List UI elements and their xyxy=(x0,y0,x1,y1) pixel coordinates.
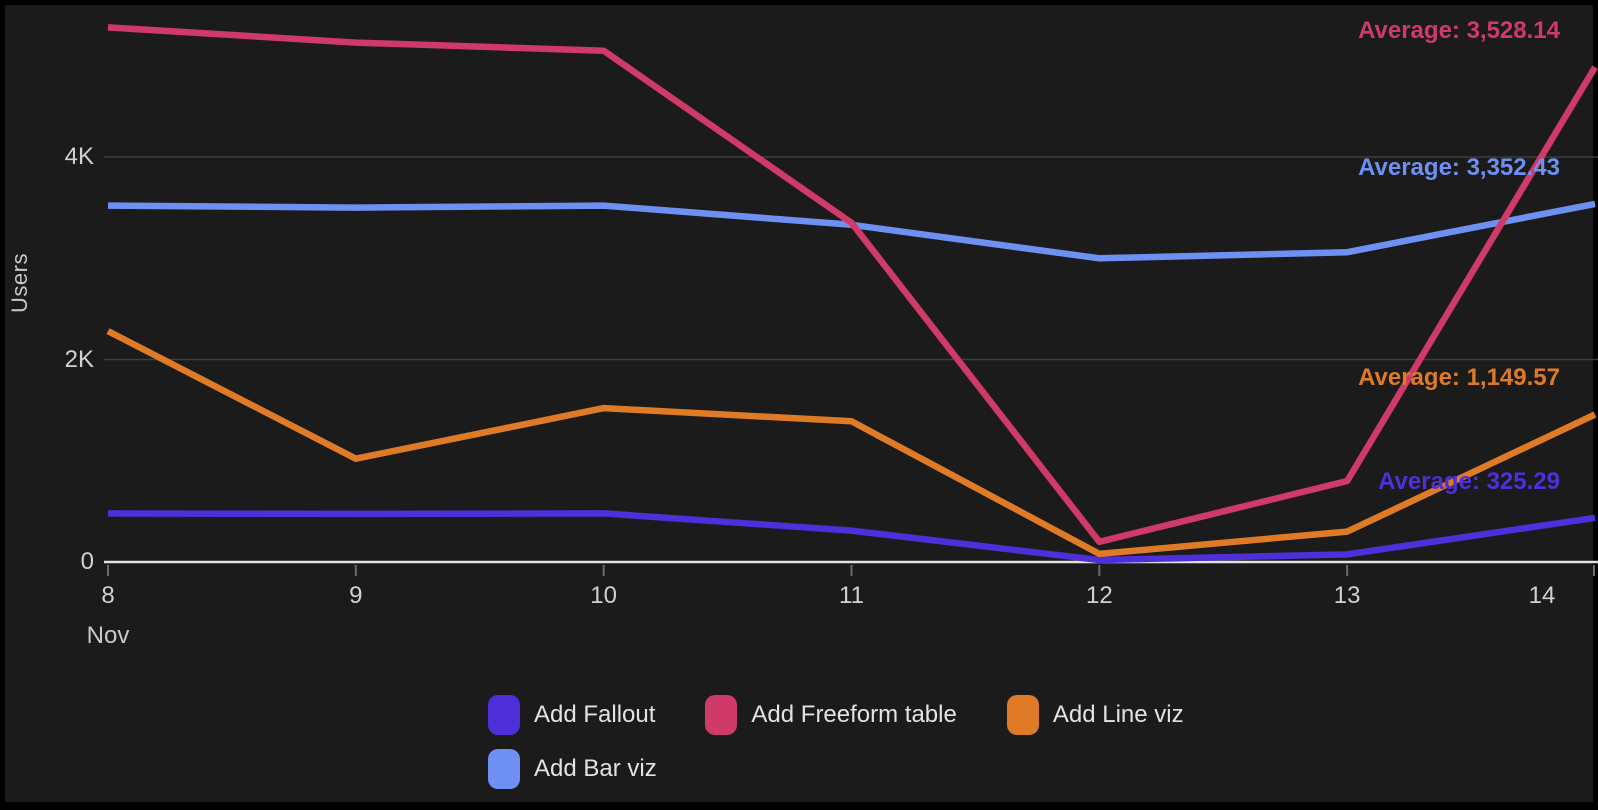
legend-item-add-fallout[interactable]: Add Fallout xyxy=(488,694,655,736)
legend-swatch-icon xyxy=(1006,695,1039,735)
series-line-add-line-viz[interactable] xyxy=(106,328,1597,558)
legend-swatch-icon xyxy=(705,695,738,735)
average-label-add-line-viz: Average: 1,149.57 xyxy=(1358,364,1560,392)
x-tick-label-13: 13 xyxy=(1333,582,1361,609)
legend-item-add-freeform-table[interactable]: Add Freeform table xyxy=(705,694,957,736)
legend-item-label: Add Bar viz xyxy=(534,755,657,782)
chart-background xyxy=(5,5,1593,802)
y-axis-title: Users xyxy=(7,253,32,313)
x-tick-label-10: 10 xyxy=(590,582,617,609)
x-tick-label-8: 8 xyxy=(101,582,115,609)
legend-item-label: Add Line viz xyxy=(1052,701,1184,728)
average-label-add-freeform-table: Average: 3,528.14 xyxy=(1358,17,1560,45)
x-tick-label-12: 12 xyxy=(1085,582,1113,609)
legend-item-label: Add Fallout xyxy=(534,701,656,728)
legend-item-add-line-viz[interactable]: Add Line viz xyxy=(1006,694,1184,736)
series-line-add-bar-viz[interactable] xyxy=(107,200,1596,262)
x-axis-month-label: Nov xyxy=(86,622,130,649)
y-tick-label-0: 0 xyxy=(80,548,94,575)
legend-swatch-icon xyxy=(488,695,520,735)
legend-swatch-icon xyxy=(488,749,520,789)
average-label-add-bar-viz: Average: 3,352.43 xyxy=(1358,153,1560,181)
y-tick-label-4K: 4K xyxy=(64,143,94,170)
legend-item-add-bar-viz[interactable]: Add Bar viz xyxy=(488,748,657,790)
x-tick-label-11: 11 xyxy=(839,582,864,609)
legend: Add Fallout Add Freeform table Add Line vi… xyxy=(488,694,1248,790)
series-line-add-fallout[interactable] xyxy=(107,510,1596,564)
legend-item-label: Add Freeform table xyxy=(751,701,957,728)
x-tick-label-14: 14 xyxy=(1528,582,1556,609)
x-tick-label-9: 9 xyxy=(349,582,363,609)
series-line-add-freeform-table[interactable] xyxy=(107,24,1598,546)
y-tick-label-2K: 2K xyxy=(64,345,94,373)
average-label-add-fallout: Average: 325.29 xyxy=(1378,467,1560,495)
